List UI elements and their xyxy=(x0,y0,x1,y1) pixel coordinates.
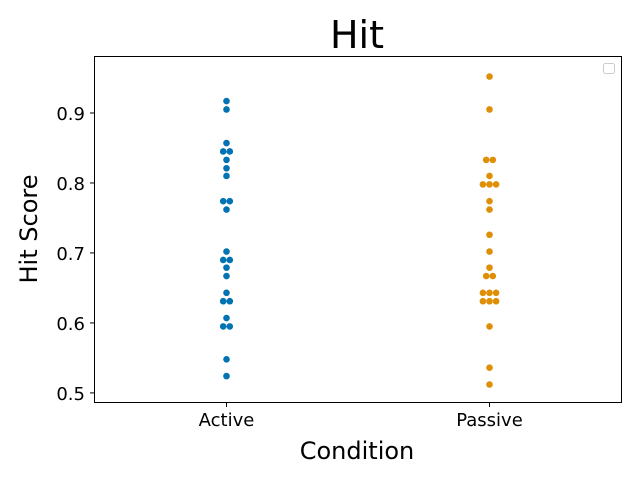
plot-frame xyxy=(94,56,622,403)
data-point-active xyxy=(223,248,230,255)
data-point-active xyxy=(219,148,227,155)
data-point-passive xyxy=(486,323,493,330)
data-point-passive xyxy=(486,381,493,388)
chart-title: Hit xyxy=(330,13,384,57)
data-point-passive xyxy=(486,297,493,305)
data-point-passive xyxy=(486,181,493,188)
data-point-passive xyxy=(489,156,497,164)
data-point-passive xyxy=(479,181,487,188)
data-point-passive xyxy=(486,106,493,113)
data-point-passive xyxy=(489,272,497,280)
data-point-active xyxy=(219,256,227,264)
data-point-active xyxy=(223,206,230,213)
y-tick-label: 0.9 xyxy=(56,104,85,125)
data-point-active xyxy=(223,97,230,105)
data-point-passive xyxy=(486,264,493,271)
data-point-active xyxy=(223,172,230,180)
data-point-passive xyxy=(486,248,493,255)
data-point-passive xyxy=(479,289,487,297)
data-point-passive xyxy=(486,289,493,297)
data-point-active xyxy=(219,197,227,205)
data-point-passive xyxy=(492,181,500,188)
data-point-active xyxy=(223,106,230,113)
data-point-passive xyxy=(482,156,490,164)
data-point-passive xyxy=(479,297,487,305)
data-point-active xyxy=(223,372,230,380)
data-point-active xyxy=(219,323,227,330)
data-point-active xyxy=(219,297,227,305)
data-point-passive xyxy=(492,289,500,297)
y-tick-label: 0.5 xyxy=(56,384,85,405)
data-point-passive xyxy=(486,231,493,239)
data-point-passive xyxy=(486,172,493,180)
y-axis: 0.5 0.6 0.7 0.8 0.9 xyxy=(56,104,95,405)
data-point-active xyxy=(223,356,230,363)
data-points xyxy=(219,73,500,388)
data-point-active xyxy=(226,297,234,305)
data-point-active xyxy=(223,289,230,297)
y-axis-label: Hit Score xyxy=(15,175,43,284)
x-tick-label: Passive xyxy=(456,410,523,431)
data-point-passive xyxy=(482,272,490,280)
y-tick-label: 0.7 xyxy=(56,244,85,265)
x-axis: Active Passive xyxy=(199,402,523,431)
data-point-active xyxy=(226,323,234,330)
data-point-active xyxy=(223,314,230,322)
data-point-active xyxy=(223,264,230,271)
data-point-passive xyxy=(486,364,493,372)
data-point-passive xyxy=(486,73,493,80)
legend-box xyxy=(603,63,615,74)
data-point-passive xyxy=(492,297,500,305)
data-point-active xyxy=(226,197,234,205)
data-point-active xyxy=(226,256,234,264)
data-point-passive xyxy=(486,206,493,213)
data-point-active xyxy=(223,156,230,164)
x-axis-label: Condition xyxy=(300,437,415,465)
x-tick-label: Active xyxy=(199,410,255,431)
data-point-active xyxy=(223,139,230,147)
y-tick-label: 0.8 xyxy=(56,174,85,195)
data-point-passive xyxy=(486,197,493,205)
data-point-active xyxy=(223,272,230,280)
y-tick-label: 0.6 xyxy=(56,314,85,335)
data-point-active xyxy=(226,148,234,155)
data-point-active xyxy=(223,164,230,172)
